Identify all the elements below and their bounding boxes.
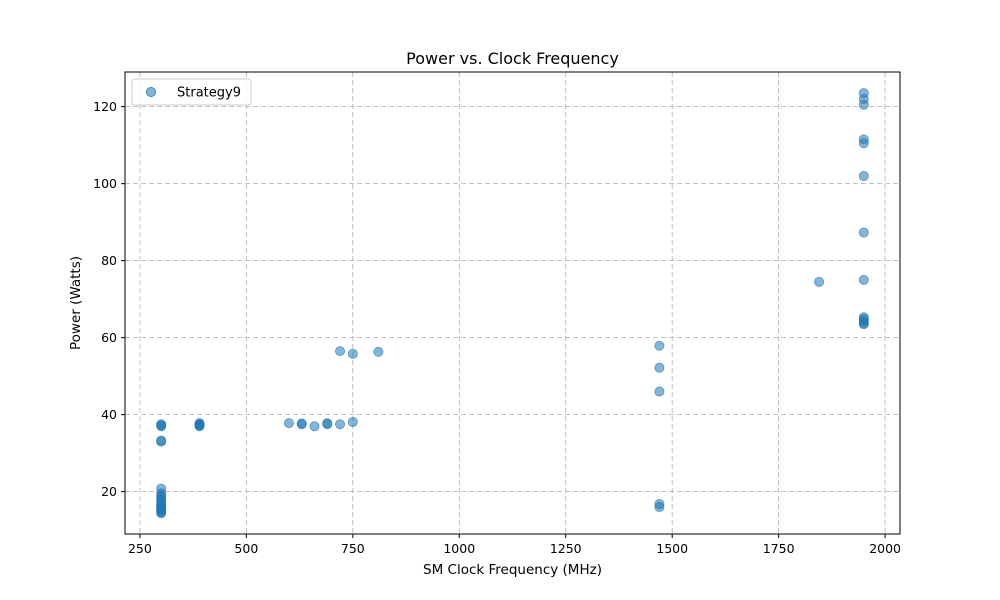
legend-marker [145, 87, 156, 98]
y-tick-label: 100 [93, 176, 117, 191]
ticks-layer: 250 500 750 1000 1250 1500 1750 2000 20 40 60 80 100… [93, 99, 901, 556]
data-point [814, 276, 825, 287]
data-point [283, 418, 294, 429]
data-point [858, 99, 869, 110]
x-tick-label: 750 [341, 541, 365, 556]
data-point [156, 420, 167, 431]
data-point [654, 386, 665, 397]
data-point [335, 346, 346, 357]
y-tick-label: 60 [101, 330, 117, 345]
x-tick-label: 500 [234, 541, 258, 556]
x-tick-label: 1750 [763, 541, 795, 556]
legend: Strategy9 [131, 78, 252, 106]
data-point [654, 362, 665, 373]
data-point [347, 348, 358, 359]
x-axis-label: SM Clock Frequency (MHz) [423, 562, 602, 578]
x-tick-label: 2000 [869, 541, 901, 556]
data-point [858, 227, 869, 238]
y-tick-label: 20 [101, 484, 117, 499]
y-tick-label: 80 [101, 253, 117, 268]
y-tick-label: 40 [101, 407, 117, 422]
legend-box [131, 78, 252, 106]
data-point [156, 436, 167, 447]
data-point [347, 416, 358, 427]
data-point [858, 138, 869, 149]
chart-title: Power vs. Clock Frequency [406, 49, 619, 68]
data-point [309, 421, 320, 432]
data-point [335, 419, 346, 430]
data-point [194, 419, 205, 430]
grid-layer [125, 72, 900, 534]
data-point [858, 170, 869, 181]
x-tick-label: 1500 [656, 541, 688, 556]
x-tick-label: 1000 [443, 541, 475, 556]
legend-label-strategy9: Strategy9 [177, 86, 241, 101]
plot-frame [124, 71, 901, 535]
points-layer [156, 88, 869, 519]
data-point [654, 340, 665, 351]
y-axis-label: Power (Watts) [68, 256, 84, 350]
x-tick-label: 250 [128, 541, 152, 556]
data-point [156, 508, 167, 519]
data-point [373, 346, 384, 357]
y-tick-label: 120 [93, 99, 117, 114]
data-point [858, 319, 869, 330]
data-point [654, 502, 665, 513]
data-point [322, 419, 333, 430]
data-point [858, 274, 869, 285]
data-point [296, 419, 307, 430]
x-tick-label: 1250 [550, 541, 582, 556]
